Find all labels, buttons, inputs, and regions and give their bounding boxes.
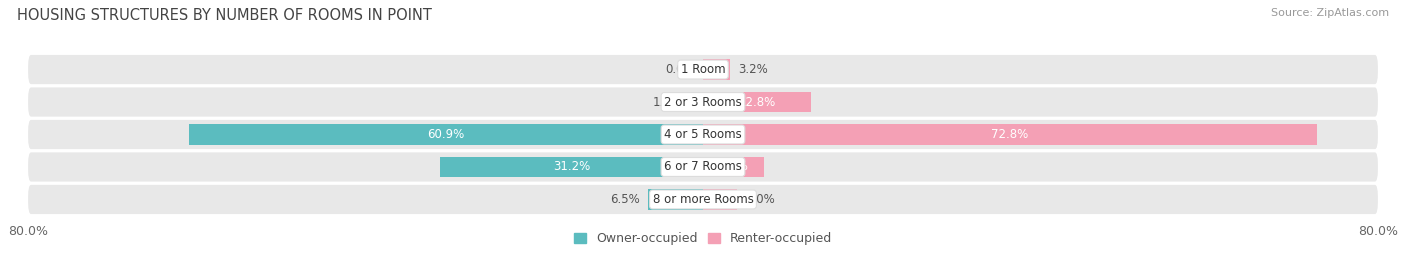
FancyBboxPatch shape [28,55,1378,84]
Text: 0.0%: 0.0% [665,63,695,76]
Legend: Owner-occupied, Renter-occupied: Owner-occupied, Renter-occupied [574,232,832,245]
Bar [190,125,703,144]
Bar [648,189,703,210]
Text: 12.8%: 12.8% [738,95,776,108]
Text: 6 or 7 Rooms: 6 or 7 Rooms [664,161,742,174]
Text: 6.5%: 6.5% [610,193,640,206]
FancyBboxPatch shape [28,185,1378,214]
Text: 3.2%: 3.2% [738,63,768,76]
Bar [703,189,737,210]
Text: 7.2%: 7.2% [718,161,748,174]
Text: 8 or more Rooms: 8 or more Rooms [652,193,754,206]
Bar [440,157,703,177]
FancyBboxPatch shape [28,120,1378,149]
Bar [703,157,763,177]
Text: HOUSING STRUCTURES BY NUMBER OF ROOMS IN POINT: HOUSING STRUCTURES BY NUMBER OF ROOMS IN… [17,8,432,23]
Text: 1.4%: 1.4% [652,95,683,108]
Text: 31.2%: 31.2% [553,161,591,174]
FancyBboxPatch shape [28,152,1378,182]
Bar [692,92,703,112]
Text: 1 Room: 1 Room [681,63,725,76]
Text: 4.0%: 4.0% [745,193,775,206]
Text: 60.9%: 60.9% [427,128,465,141]
Text: Source: ZipAtlas.com: Source: ZipAtlas.com [1271,8,1389,18]
Text: 4 or 5 Rooms: 4 or 5 Rooms [664,128,742,141]
FancyBboxPatch shape [28,87,1378,117]
Text: 72.8%: 72.8% [991,128,1029,141]
Text: 2 or 3 Rooms: 2 or 3 Rooms [664,95,742,108]
Bar [703,59,730,80]
Bar [703,125,1317,144]
Bar [703,92,811,112]
